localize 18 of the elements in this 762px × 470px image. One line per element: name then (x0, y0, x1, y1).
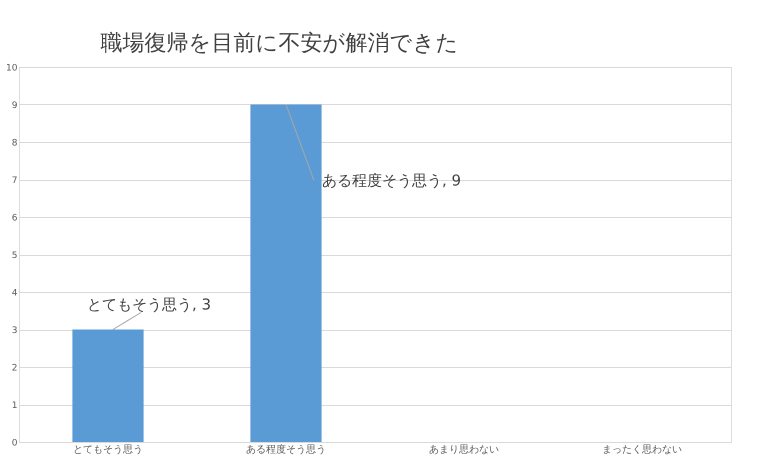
y-tick-label: 10 (6, 64, 18, 74)
y-tick-label: 6 (12, 214, 18, 224)
y-tick-label: 1 (12, 401, 18, 411)
y-tick-label: 7 (12, 176, 18, 186)
y-tick-label: 0 (12, 438, 18, 448)
x-tick-label: とてもそう思う (73, 444, 143, 456)
y-tick-label: 9 (12, 101, 18, 111)
y-tick-label: 2 (12, 364, 18, 374)
annotation: ある程度そう思う, 9 (322, 172, 462, 190)
y-tick-label: 5 (12, 251, 18, 261)
x-tick-label: まったく思わない (602, 444, 682, 456)
chart-title: 職場復帰を目前に不安が解消できた (100, 31, 459, 56)
y-tick-label: 8 (12, 138, 18, 148)
x-tick-label: ある程度そう思う (246, 444, 326, 456)
y-tick-label: 3 (12, 326, 18, 336)
annotation: とてもそう思う, 3 (86, 296, 212, 314)
y-tick-label: 4 (12, 288, 18, 298)
x-tick-label: あまり思わない (429, 444, 499, 456)
